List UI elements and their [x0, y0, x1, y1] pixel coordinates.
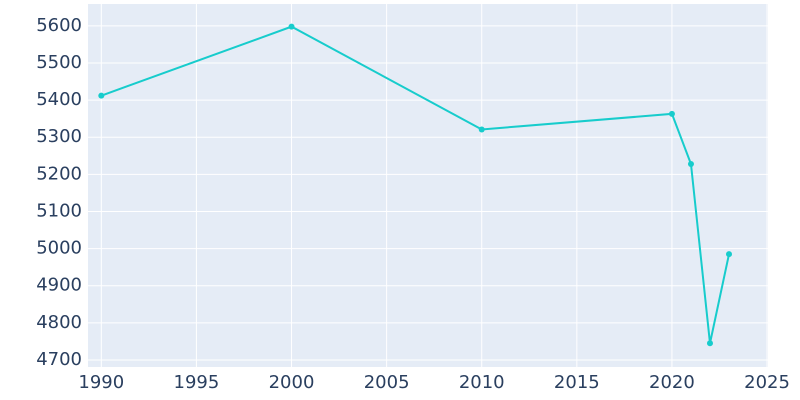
y-tick-label: 5100: [36, 200, 82, 221]
x-tick-label: 2020: [649, 372, 695, 393]
y-tick-label: 4900: [36, 275, 82, 296]
data-point: [288, 23, 295, 30]
x-tick-label: 2015: [554, 372, 600, 393]
y-tick-label: 4800: [36, 312, 82, 333]
data-point: [668, 110, 675, 117]
data-point: [706, 340, 713, 347]
data-point: [687, 160, 694, 167]
x-tick-label: 2010: [459, 372, 505, 393]
x-tick-label: 2005: [364, 372, 410, 393]
y-tick-label: 5200: [36, 163, 82, 184]
y-tick-label: 4700: [36, 349, 82, 370]
data-point: [98, 92, 105, 99]
y-tick-label: 5600: [36, 15, 82, 36]
x-tick-label: 1995: [174, 372, 220, 393]
x-tick-label: 1990: [78, 372, 124, 393]
plot-area: [88, 4, 768, 367]
y-tick-label: 5400: [36, 89, 82, 110]
y-tick-label: 5300: [36, 126, 82, 147]
x-tick-label: 2025: [744, 372, 790, 393]
y-tick-label: 5000: [36, 238, 82, 259]
data-point: [478, 126, 485, 133]
x-tick-label: 2000: [269, 372, 315, 393]
y-tick-label: 5500: [36, 52, 82, 73]
data-point: [726, 251, 733, 258]
